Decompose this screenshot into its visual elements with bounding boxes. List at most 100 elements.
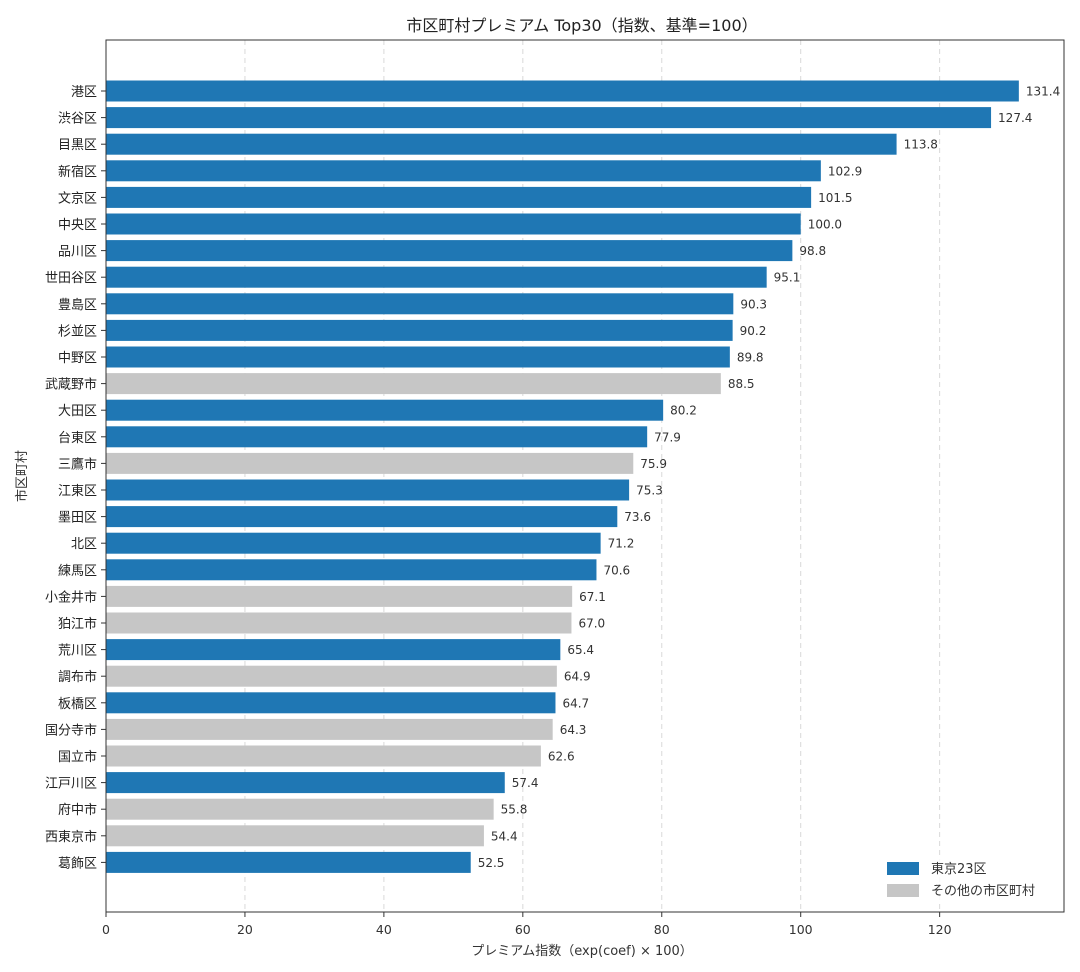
x-tick-label: 60 — [515, 922, 531, 937]
x-tick-label: 80 — [654, 922, 670, 937]
value-label: 90.2 — [740, 324, 767, 338]
bar — [106, 718, 553, 740]
legend-swatch — [887, 862, 919, 875]
legend-swatch — [887, 884, 919, 897]
value-label: 90.3 — [740, 297, 767, 311]
bar — [106, 612, 572, 634]
x-tick-label: 20 — [237, 922, 253, 937]
bar — [106, 160, 821, 182]
x-axis-ticks: 0 20 40 60 80 100 120 — [102, 912, 952, 937]
bar — [106, 319, 733, 341]
x-tick-label: 40 — [376, 922, 392, 937]
bar — [106, 825, 484, 847]
bar — [106, 772, 505, 794]
value-label: 101.5 — [818, 191, 852, 205]
bar — [106, 373, 721, 395]
bar — [106, 851, 471, 873]
category-label: 荒川区 — [58, 644, 97, 659]
value-label: 102.9 — [828, 164, 862, 178]
legend-label: その他の市区町村 — [931, 883, 1035, 899]
category-label: 板橋区 — [58, 697, 97, 712]
bar — [106, 293, 734, 315]
bar — [106, 107, 992, 129]
bar — [106, 399, 664, 421]
value-label: 71.2 — [608, 537, 635, 551]
value-label: 113.8 — [904, 138, 938, 152]
legend-label: 東京23区 — [931, 861, 987, 877]
value-label: 70.6 — [603, 563, 630, 577]
value-label: 62.6 — [548, 750, 575, 764]
plot-frame — [105, 39, 1065, 913]
category-label: 中野区 — [58, 351, 97, 366]
value-label: 131.4 — [1026, 85, 1060, 99]
category-label: 品川区 — [58, 245, 97, 260]
bar — [106, 585, 573, 607]
x-tick-label: 120 — [928, 922, 952, 937]
value-label: 52.5 — [478, 856, 505, 870]
value-label: 55.8 — [501, 803, 528, 817]
bar — [106, 426, 648, 448]
value-label: 64.7 — [562, 696, 589, 710]
x-tick-label: 100 — [789, 922, 813, 937]
category-label: 三鷹市 — [58, 456, 97, 472]
chart-title: 市区町村プレミアム Top30（指数、基準=100） — [406, 16, 757, 35]
x-tick-label: 0 — [102, 922, 110, 937]
category-label: 江東区 — [58, 483, 97, 499]
bar — [106, 559, 597, 581]
category-label: 港区 — [71, 85, 97, 100]
bar — [106, 213, 801, 235]
value-label: 57.4 — [512, 776, 539, 790]
bar — [106, 266, 767, 288]
value-label: 64.9 — [564, 670, 591, 684]
category-label: 調布市 — [58, 669, 97, 685]
category-label: 大田区 — [58, 404, 97, 419]
value-label: 75.3 — [636, 484, 663, 498]
bar — [106, 479, 630, 501]
category-label: 西東京市 — [45, 829, 97, 845]
bar — [106, 133, 897, 155]
category-label: 葛飾区 — [58, 856, 97, 871]
bar — [106, 80, 1019, 102]
value-label: 127.4 — [998, 111, 1032, 125]
category-label: 杉並区 — [58, 324, 97, 339]
value-label: 64.3 — [560, 723, 587, 737]
category-label: 中央区 — [58, 218, 97, 233]
value-label: 80.2 — [670, 404, 697, 418]
category-label: 墨田区 — [58, 511, 97, 526]
x-axis-label: プレミアム指数（exp(coef) × 100） — [471, 944, 693, 959]
category-label: 練馬区 — [58, 564, 97, 579]
value-label: 67.0 — [578, 617, 605, 631]
value-label: 95.1 — [774, 271, 801, 285]
value-label: 65.4 — [567, 643, 594, 657]
category-label: 文京区 — [58, 191, 97, 206]
value-label: 88.5 — [728, 377, 755, 391]
bar — [106, 745, 541, 767]
category-label: 府中市 — [58, 802, 97, 818]
category-label: 国分寺市 — [45, 722, 97, 738]
category-label: 小金井市 — [45, 589, 97, 605]
value-label: 89.8 — [737, 351, 764, 365]
value-label: 67.1 — [579, 590, 606, 604]
category-labels: 港区渋谷区目黒区新宿区文京区中央区品川区世田谷区豊島区杉並区中野区武蔵野市大田区… — [45, 85, 106, 871]
bar — [106, 506, 618, 528]
category-label: 世田谷区 — [45, 271, 97, 286]
bar — [106, 798, 494, 820]
value-label: 54.4 — [491, 829, 518, 843]
bar — [106, 346, 730, 368]
value-label: 77.9 — [654, 430, 681, 444]
bar — [106, 639, 561, 661]
category-label: 台東区 — [58, 430, 97, 446]
bar — [106, 665, 557, 687]
category-label: 豊島区 — [58, 298, 97, 313]
value-label: 100.0 — [808, 218, 842, 232]
grid-lines — [244, 40, 941, 912]
value-label: 75.9 — [640, 457, 667, 471]
category-label: 国立市 — [58, 749, 97, 765]
value-label: 73.6 — [624, 510, 651, 524]
bars: 131.4 127.4 113.8 102.9 101.5 100.0 98.8 95.1 90… — [106, 80, 1060, 873]
bar — [106, 452, 634, 474]
category-label: 武蔵野市 — [45, 377, 97, 393]
category-label: 北区 — [71, 537, 97, 552]
